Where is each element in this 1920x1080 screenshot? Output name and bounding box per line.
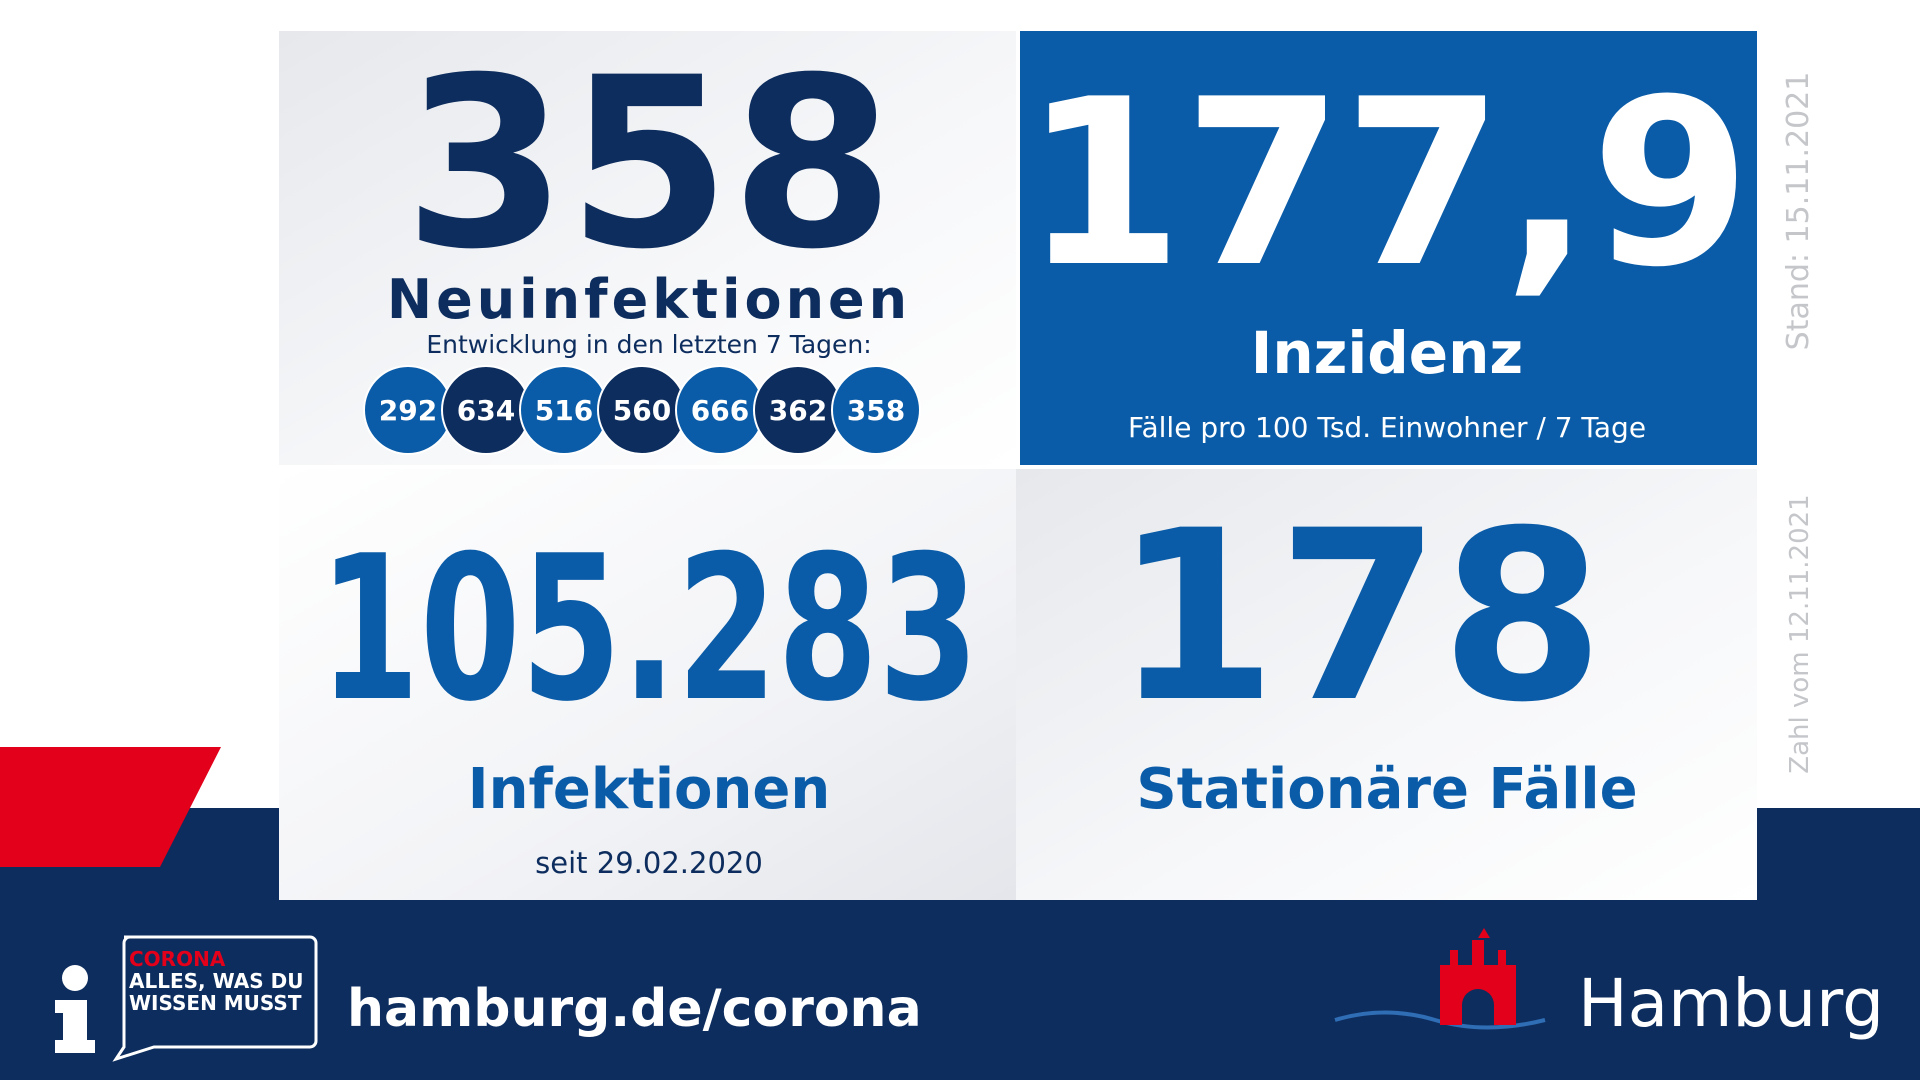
label: Infektionen [468, 757, 830, 822]
badge-text: ALLES, WAS DU [129, 969, 303, 993]
subtitle: seit 29.02.2020 [535, 846, 763, 880]
trend-circle [831, 365, 921, 455]
card-total [279, 469, 1016, 900]
badge-text: WISSEN MUSST [129, 991, 302, 1015]
card-incidence [1020, 31, 1757, 465]
red-accent [0, 747, 221, 867]
date-note: Stand: 15.11.2021 [1781, 72, 1816, 351]
trend-value: 292 [379, 394, 437, 427]
trend-value: 634 [457, 394, 515, 427]
subtitle: Entwicklung in den letzten 7 Tagen: [426, 330, 871, 359]
info-icon [55, 965, 95, 1053]
big-number: 105.283 [319, 513, 979, 746]
trend-value: 516 [535, 394, 593, 427]
trend-circles: 292 634 516 560 666 362 358 [363, 365, 921, 455]
big-number: 177,9 [1023, 51, 1751, 318]
big-number: 178 [1114, 481, 1605, 754]
url[interactable]: hamburg.de/corona [347, 979, 922, 1039]
trend-value: 666 [691, 394, 749, 427]
label: Inzidenz [1251, 319, 1523, 387]
subtitle: Fälle pro 100 Tsd. Einwohner / 7 Tage [1128, 411, 1646, 444]
big-number: 358 [404, 28, 895, 301]
trend-value: 362 [769, 394, 827, 427]
label: Neuinfektionen [387, 268, 911, 331]
hamburg-logo [1334, 928, 1546, 1030]
label: Stationäre Fälle [1136, 757, 1637, 822]
badge-bubble [112, 935, 318, 1062]
card-hospital [1016, 469, 1757, 900]
trend-value: 560 [613, 394, 671, 427]
date-note: Zahl vom 12.11.2021 [1785, 494, 1815, 773]
trend-value: 358 [847, 394, 905, 427]
badge-text: CORONA [129, 947, 226, 971]
brand: Hamburg [1578, 965, 1884, 1042]
